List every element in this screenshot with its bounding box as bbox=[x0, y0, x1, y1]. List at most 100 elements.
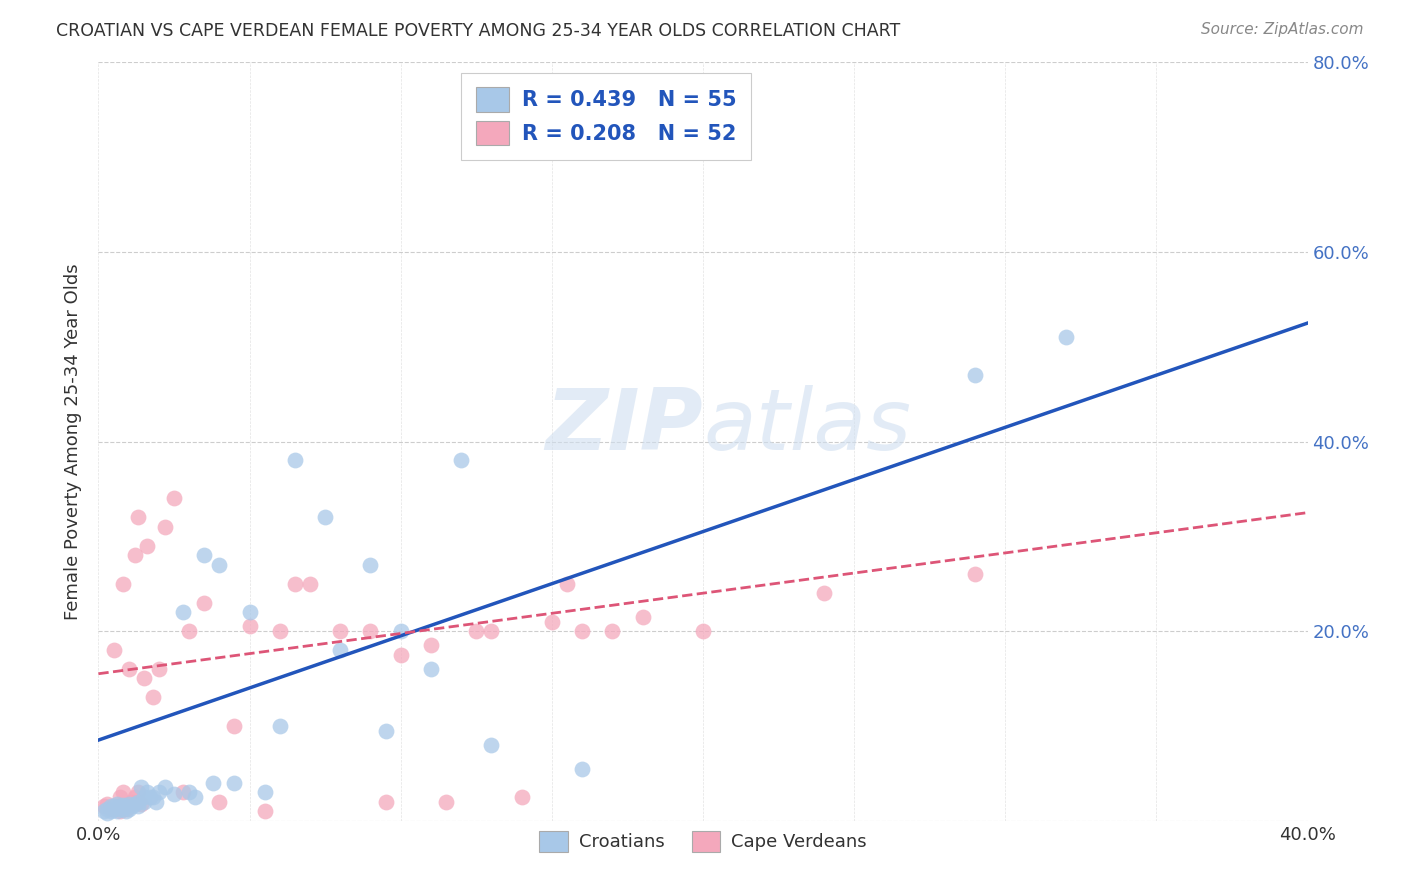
Point bbox=[132, 795, 155, 809]
Point bbox=[105, 797, 128, 811]
Point bbox=[374, 723, 396, 738]
Point bbox=[108, 804, 131, 818]
Point bbox=[100, 804, 122, 818]
Point bbox=[127, 795, 149, 809]
Point bbox=[121, 799, 143, 814]
Point bbox=[602, 624, 624, 639]
Y-axis label: Female Poverty Among 25-34 Year Olds: Female Poverty Among 25-34 Year Olds bbox=[65, 263, 83, 620]
Point bbox=[105, 804, 128, 818]
Point bbox=[965, 567, 987, 582]
Text: ZIP: ZIP bbox=[546, 384, 703, 468]
Point bbox=[105, 799, 128, 814]
Point bbox=[179, 624, 201, 639]
Point bbox=[93, 804, 115, 818]
Point bbox=[374, 795, 396, 809]
Point bbox=[103, 802, 125, 816]
Point bbox=[163, 491, 186, 506]
Point bbox=[481, 738, 503, 752]
Point bbox=[103, 801, 125, 815]
Point bbox=[127, 785, 149, 799]
Point bbox=[420, 638, 443, 652]
Point bbox=[108, 802, 131, 816]
Point bbox=[224, 719, 246, 733]
Point bbox=[121, 795, 143, 809]
Point bbox=[142, 789, 165, 804]
Point bbox=[96, 802, 118, 816]
Point bbox=[481, 624, 503, 639]
Point bbox=[692, 624, 714, 639]
Point bbox=[129, 797, 152, 811]
Point bbox=[111, 799, 134, 814]
Point bbox=[142, 690, 165, 705]
Text: atlas: atlas bbox=[703, 384, 911, 468]
Point bbox=[111, 797, 134, 812]
Point bbox=[114, 802, 136, 816]
Point bbox=[450, 453, 472, 467]
Point bbox=[172, 605, 194, 619]
Point bbox=[179, 785, 201, 799]
Point bbox=[118, 662, 141, 676]
Point bbox=[108, 789, 131, 804]
Point bbox=[93, 799, 115, 814]
Legend: Croatians, Cape Verdeans: Croatians, Cape Verdeans bbox=[530, 822, 876, 861]
Point bbox=[965, 368, 987, 383]
Text: Source: ZipAtlas.com: Source: ZipAtlas.com bbox=[1201, 22, 1364, 37]
Point bbox=[103, 799, 125, 814]
Point bbox=[202, 776, 225, 790]
Point bbox=[111, 576, 134, 591]
Point bbox=[124, 789, 146, 804]
Point bbox=[172, 785, 194, 799]
Point bbox=[813, 586, 835, 600]
Point bbox=[269, 624, 291, 639]
Point bbox=[299, 576, 322, 591]
Text: CROATIAN VS CAPE VERDEAN FEMALE POVERTY AMONG 25-34 YEAR OLDS CORRELATION CHART: CROATIAN VS CAPE VERDEAN FEMALE POVERTY … bbox=[56, 22, 900, 40]
Point bbox=[139, 789, 162, 804]
Point bbox=[103, 643, 125, 657]
Point bbox=[389, 648, 412, 662]
Point bbox=[329, 643, 352, 657]
Point bbox=[118, 799, 141, 814]
Point bbox=[114, 799, 136, 814]
Point bbox=[132, 789, 155, 804]
Point bbox=[114, 804, 136, 818]
Point bbox=[111, 785, 134, 799]
Point bbox=[135, 539, 157, 553]
Point bbox=[153, 520, 176, 534]
Point bbox=[153, 780, 176, 795]
Point bbox=[118, 802, 141, 816]
Point bbox=[239, 605, 262, 619]
Point bbox=[208, 558, 231, 572]
Point bbox=[127, 799, 149, 814]
Point bbox=[571, 762, 593, 776]
Point bbox=[145, 795, 167, 809]
Point bbox=[571, 624, 593, 639]
Point bbox=[108, 799, 131, 814]
Point bbox=[124, 797, 146, 811]
Point bbox=[253, 804, 276, 818]
Point bbox=[540, 615, 562, 629]
Point bbox=[269, 719, 291, 733]
Point bbox=[100, 802, 122, 816]
Point bbox=[132, 672, 155, 686]
Point bbox=[465, 624, 488, 639]
Point bbox=[100, 799, 122, 814]
Point bbox=[184, 789, 207, 804]
Point bbox=[111, 802, 134, 816]
Point bbox=[434, 795, 457, 809]
Point bbox=[510, 789, 533, 804]
Point bbox=[193, 548, 215, 563]
Point bbox=[329, 624, 352, 639]
Point bbox=[148, 785, 170, 799]
Point bbox=[127, 510, 149, 524]
Point bbox=[124, 548, 146, 563]
Point bbox=[284, 576, 307, 591]
Point bbox=[148, 662, 170, 676]
Point bbox=[555, 576, 578, 591]
Point bbox=[314, 510, 336, 524]
Point bbox=[129, 780, 152, 795]
Point bbox=[360, 558, 382, 572]
Point bbox=[284, 453, 307, 467]
Point bbox=[135, 785, 157, 799]
Point bbox=[163, 787, 186, 801]
Point bbox=[105, 801, 128, 815]
